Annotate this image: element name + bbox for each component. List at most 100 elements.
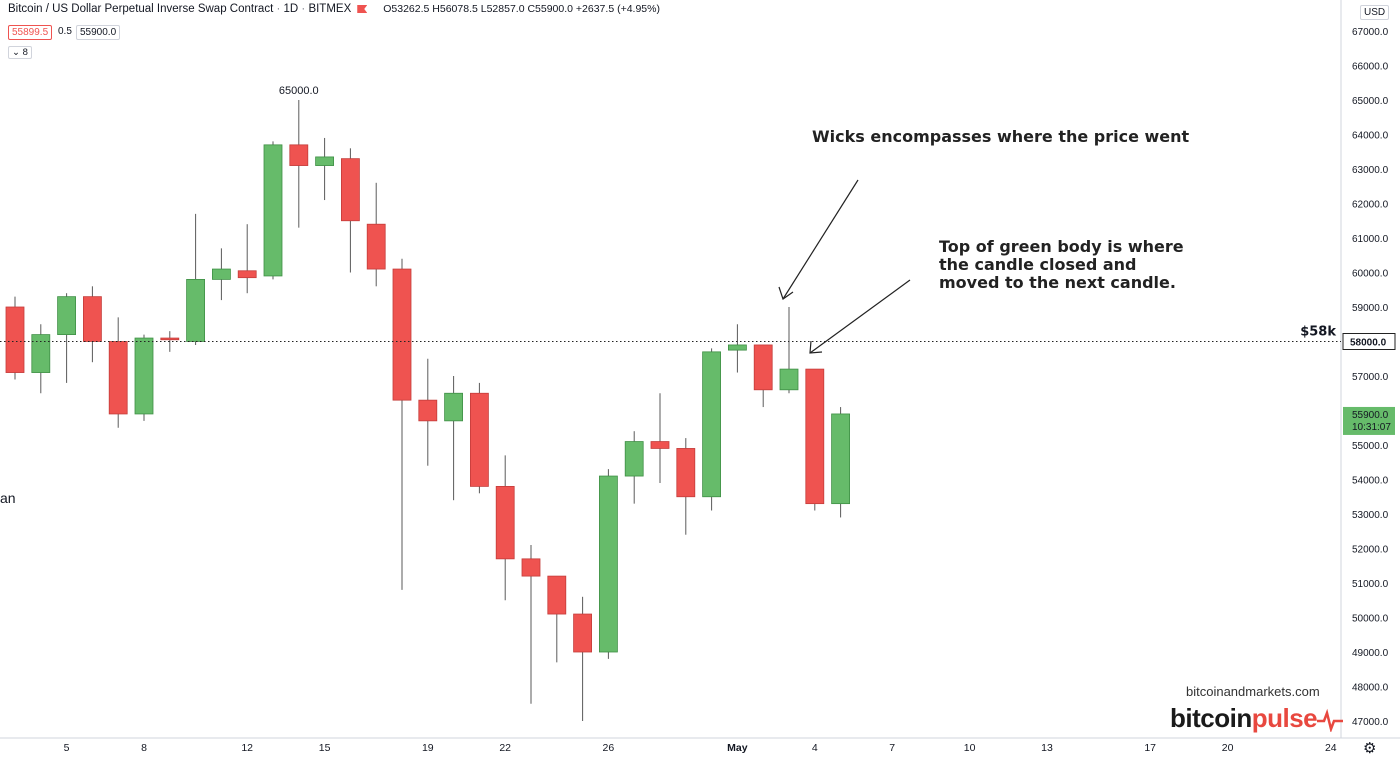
- symbol-header[interactable]: Bitcoin / US Dollar Perpetual Inverse Sw…: [8, 3, 660, 15]
- level-annotation: $58k: [1300, 325, 1336, 340]
- pulse-icon: [1317, 708, 1344, 733]
- time-tick-label: 24: [1325, 742, 1337, 754]
- candle-1[interactable]: [31, 324, 51, 394]
- candle-body: [624, 441, 644, 477]
- candle-30[interactable]: [779, 307, 799, 394]
- high-price-label: 65000.0: [279, 85, 319, 97]
- price-tick-label: 52000.0: [1352, 545, 1389, 556]
- sell-price-button[interactable]: 55899.5: [8, 25, 53, 40]
- candle-body: [779, 368, 799, 391]
- currency-button[interactable]: USD: [1360, 5, 1390, 20]
- candle-22[interactable]: [573, 596, 592, 721]
- candle-body: [521, 558, 541, 577]
- candle-body: [547, 575, 567, 615]
- candle-24[interactable]: [624, 431, 644, 504]
- price-tick-label: 47000.0: [1352, 717, 1389, 728]
- spread-value: 0.5: [55, 25, 75, 38]
- price-tick-label: 63000.0: [1352, 165, 1389, 176]
- symbol-title[interactable]: Bitcoin / US Dollar Perpetual Inverse Sw…: [8, 3, 274, 15]
- watermark-site: bitcoinandmarkets.com: [1186, 684, 1320, 699]
- candle-body: [495, 485, 515, 560]
- candle-body: [573, 613, 592, 653]
- indicators-toggle[interactable]: ⌄ 8: [8, 46, 32, 59]
- candle-body: [728, 344, 747, 351]
- time-tick-label: 4: [812, 742, 818, 754]
- candle-21[interactable]: [547, 575, 567, 663]
- candle-18[interactable]: [469, 382, 489, 494]
- candle-body: [753, 344, 773, 391]
- candle-body: [340, 158, 360, 222]
- candle-3[interactable]: [83, 286, 102, 363]
- price-tick-label: 51000.0: [1352, 579, 1389, 590]
- candle-body: [650, 441, 670, 449]
- price-tick-label: 54000.0: [1352, 476, 1389, 487]
- time-tick-label: 22: [499, 742, 511, 754]
- level-price-label: 58000.0: [1350, 338, 1387, 349]
- time-tick-label: 26: [603, 742, 615, 754]
- candle-9[interactable]: [237, 224, 257, 294]
- time-axis[interactable]: 5 8 12 15 19 22 26 May 4 7 10 13 17 20 24: [64, 742, 1337, 754]
- price-tick-label: 48000.0: [1352, 683, 1389, 694]
- candle-4[interactable]: [108, 317, 128, 428]
- indicator-count: 8: [22, 47, 28, 58]
- arrow-line-wicks: [782, 179, 859, 300]
- candle-12[interactable]: [315, 137, 335, 201]
- horizontal-line-58000[interactable]: 58000.0 $58k: [0, 325, 1396, 350]
- candle-29[interactable]: [753, 344, 773, 408]
- candle-20[interactable]: [521, 545, 541, 704]
- price-tick-label: 55000.0: [1352, 441, 1389, 452]
- candle-31[interactable]: [805, 368, 825, 511]
- candle-8[interactable]: [211, 248, 231, 301]
- candle-23[interactable]: [599, 469, 618, 659]
- ohlc-values: O53262.5 H56078.5 L52857.0 C55900.0 +263…: [383, 3, 660, 15]
- chevron-down-icon: ⌄: [12, 47, 20, 58]
- candle-2[interactable]: [57, 293, 76, 383]
- flag-icon[interactable]: [357, 5, 368, 13]
- candle-body: [418, 399, 438, 422]
- candle-body: [160, 337, 180, 341]
- arrow-head-wicks: [778, 286, 794, 300]
- candle-14[interactable]: [366, 182, 386, 287]
- candle-17[interactable]: [444, 376, 464, 501]
- candle-32[interactable]: [831, 407, 850, 518]
- candle-19[interactable]: [495, 455, 515, 601]
- brand-logo-part2: pulse: [1251, 703, 1318, 733]
- price-axis[interactable]: 47000.0 48000.0 49000.0 50000.0 51000.0 52000…: [1343, 27, 1395, 728]
- candle-15[interactable]: [392, 258, 412, 590]
- annotation-arrows: [778, 179, 911, 354]
- candle-body: [31, 334, 51, 373]
- candle-body: [211, 268, 231, 280]
- candle-26[interactable]: [676, 438, 696, 535]
- time-tick-label: 5: [64, 742, 70, 754]
- candle-28[interactable]: [728, 324, 747, 373]
- candle-10[interactable]: [263, 141, 283, 280]
- candle-body: [805, 368, 825, 505]
- candle-6[interactable]: [160, 331, 180, 352]
- candle-body: [392, 268, 412, 401]
- gear-icon[interactable]: ⚙: [1363, 740, 1377, 757]
- candle-13[interactable]: [340, 148, 360, 273]
- buy-price-button[interactable]: 55900.0: [76, 25, 121, 40]
- countdown-label: 10:31:07: [1352, 422, 1391, 433]
- candle-16[interactable]: [418, 358, 438, 466]
- candle-body: [676, 448, 696, 498]
- candle-body: [469, 392, 489, 487]
- price-tick-label: 49000.0: [1352, 648, 1389, 659]
- time-tick-label: 17: [1144, 742, 1156, 754]
- last-price-label: 55900.0: [1352, 410, 1389, 421]
- candle-body: [186, 278, 206, 342]
- candle-27[interactable]: [702, 348, 721, 511]
- time-tick-label: 15: [319, 742, 331, 754]
- candle-5[interactable]: [134, 334, 154, 421]
- candle-25[interactable]: [650, 393, 670, 483]
- candle-body: [315, 156, 335, 166]
- price-tick-label: 59000.0: [1352, 303, 1389, 314]
- candle-body: [366, 223, 386, 270]
- candle-11[interactable]: [289, 100, 309, 228]
- candle-body: [444, 392, 464, 422]
- time-tick-label: 13: [1041, 742, 1053, 754]
- interval-label[interactable]: 1D: [283, 3, 299, 15]
- candle-7[interactable]: [186, 213, 206, 345]
- candle-0[interactable]: [5, 296, 25, 380]
